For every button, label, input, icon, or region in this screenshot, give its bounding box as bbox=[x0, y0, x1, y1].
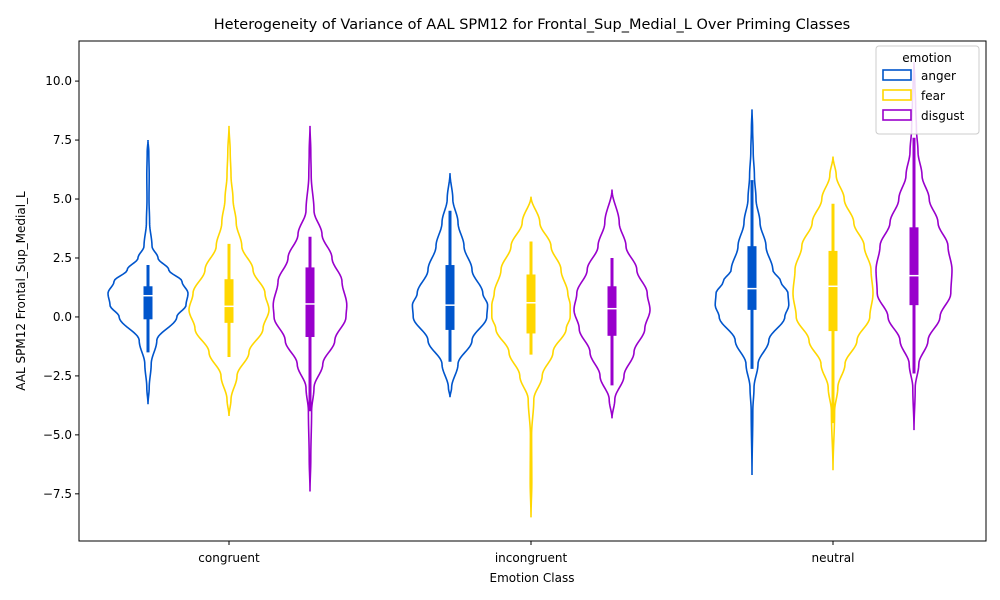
y-tick-label: 7.5 bbox=[53, 133, 72, 147]
x-tick-label-incongruent: incongruent bbox=[495, 551, 568, 565]
iqr-box-disgust-congruent bbox=[305, 267, 315, 337]
iqr-box-fear-incongruent bbox=[526, 274, 536, 334]
violin-layer bbox=[107, 62, 953, 518]
violin-fear-congruent bbox=[188, 125, 270, 417]
y-tick-label: −2.5 bbox=[43, 369, 72, 383]
x-tick-label-congruent: congruent bbox=[198, 551, 260, 565]
y-axis-label: AAL SPM12 Frontal_Sup_Medial_L bbox=[14, 191, 28, 391]
legend-frame bbox=[875, 45, 980, 135]
y-axis: −7.5 −5.0 −2.5 0.0 2.5 5.0 7.5 10.0 bbox=[43, 74, 79, 501]
iqr-box-disgust-incongruent bbox=[607, 286, 617, 336]
plot-frame bbox=[78, 40, 987, 542]
y-tick-label: 5.0 bbox=[53, 192, 72, 206]
legend: emotion anger fear disgust bbox=[875, 45, 980, 135]
violin-disgust-congruent bbox=[272, 125, 348, 492]
iqr-box-anger-incongruent bbox=[445, 265, 455, 330]
y-tick-label: 0.0 bbox=[53, 310, 72, 324]
iqr-box-disgust-neutral bbox=[909, 227, 919, 306]
violin-anger-incongruent bbox=[411, 173, 489, 398]
violin-anger-congruent bbox=[107, 140, 189, 405]
series-anger bbox=[107, 109, 790, 475]
series-fear bbox=[188, 125, 874, 518]
violin-anger-neutral bbox=[714, 109, 790, 475]
series-disgust bbox=[272, 62, 953, 492]
legend-swatch-disgust bbox=[882, 109, 912, 121]
legend-swatch-fear bbox=[882, 89, 912, 101]
legend-label-anger: anger bbox=[921, 69, 956, 83]
y-tick-label: 2.5 bbox=[53, 251, 72, 265]
legend-label-fear: fear bbox=[921, 89, 945, 103]
x-axis: congruent incongruent neutral bbox=[198, 541, 854, 565]
iqr-box-fear-congruent bbox=[224, 279, 234, 323]
x-axis-label: Emotion Class bbox=[490, 571, 575, 585]
y-tick-label: −5.0 bbox=[43, 428, 72, 442]
legend-swatch-anger bbox=[882, 69, 912, 81]
iqr-box-anger-neutral bbox=[747, 246, 757, 310]
legend-label-disgust: disgust bbox=[921, 109, 965, 123]
violin-disgust-incongruent bbox=[573, 189, 651, 419]
violin-fear-incongruent bbox=[491, 196, 571, 518]
x-tick-label-neutral: neutral bbox=[812, 551, 855, 565]
iqr-box-fear-neutral bbox=[828, 250, 838, 332]
y-tick-label: 10.0 bbox=[45, 74, 72, 88]
y-tick-label: −7.5 bbox=[43, 487, 72, 501]
iqr-box-anger-congruent bbox=[143, 286, 153, 320]
chart-title: Heterogeneity of Variance of AAL SPM12 f… bbox=[214, 17, 850, 33]
violin-fear-neutral bbox=[792, 156, 874, 471]
legend-title: emotion bbox=[902, 51, 951, 65]
